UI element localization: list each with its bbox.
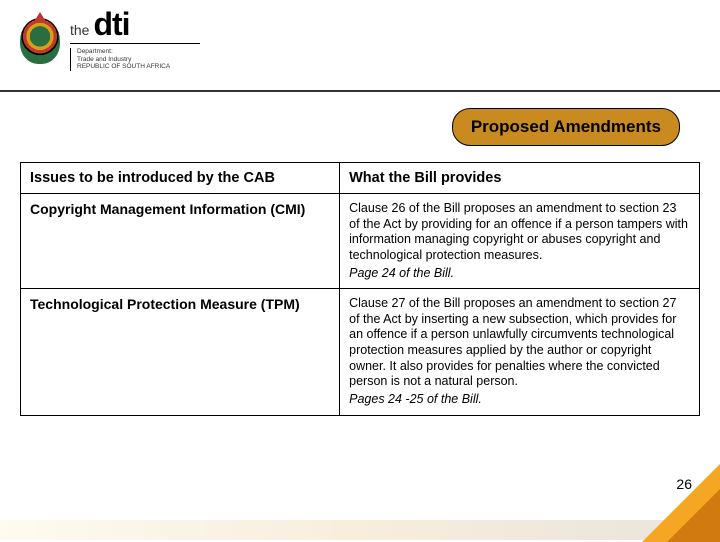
corner-decoration xyxy=(632,452,720,542)
dept-line3: REPUBLIC OF SOUTH AFRICA xyxy=(77,63,200,71)
dept-line1: Department: xyxy=(77,48,200,56)
brand-the: the xyxy=(70,22,89,38)
page-number: 26 xyxy=(676,476,692,492)
cell-issue-1: Technological Protection Measure (TPM) xyxy=(21,289,340,415)
table-header-row: Issues to be introduced by the CAB What … xyxy=(21,163,700,194)
coat-of-arms-icon xyxy=(20,18,60,64)
header-rule xyxy=(0,90,720,92)
brand-divider xyxy=(70,43,200,44)
brand-dti: dti xyxy=(93,10,129,39)
page-title: Proposed Amendments xyxy=(452,108,680,146)
provides-text-0: Clause 26 of the Bill proposes an amendm… xyxy=(349,201,688,262)
cell-issue-0: Copyright Management Information (CMI) xyxy=(21,194,340,289)
dept-line2: Trade and Industry xyxy=(77,56,200,64)
table-row: Copyright Management Information (CMI) C… xyxy=(21,194,700,289)
header: the dti Department: Trade and Industry R… xyxy=(0,0,720,76)
table-header-issues: Issues to be introduced by the CAB xyxy=(21,163,340,194)
pageref-1: Pages 24 -25 of the Bill. xyxy=(349,392,690,408)
table-header-provides: What the Bill provides xyxy=(340,163,700,194)
brand-subtitle: Department: Trade and Industry REPUBLIC … xyxy=(70,48,200,71)
provides-text-1: Clause 27 of the Bill proposes an amendm… xyxy=(349,296,676,388)
cell-provides-1: Clause 27 of the Bill proposes an amendm… xyxy=(340,289,700,415)
cell-provides-0: Clause 26 of the Bill proposes an amendm… xyxy=(340,194,700,289)
amendments-table: Issues to be introduced by the CAB What … xyxy=(20,162,700,416)
footer-gradient xyxy=(0,520,720,540)
brand-block: the dti Department: Trade and Industry R… xyxy=(70,10,200,71)
table-row: Technological Protection Measure (TPM) C… xyxy=(21,289,700,415)
pageref-0: Page 24 of the Bill. xyxy=(349,266,690,282)
